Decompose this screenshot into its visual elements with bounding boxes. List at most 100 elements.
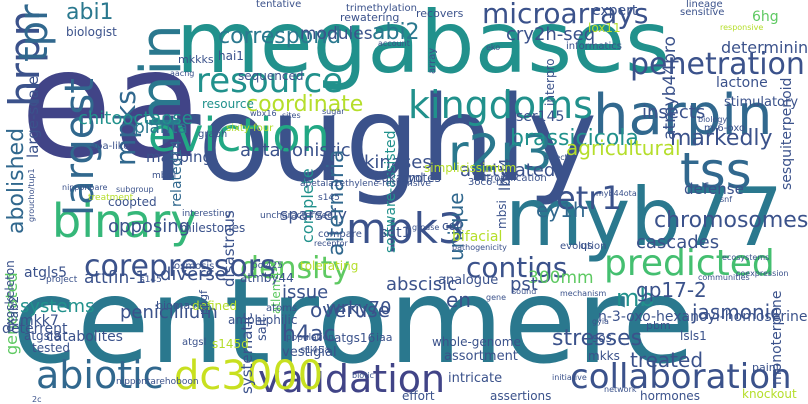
cloud-word: mkkks (178, 53, 214, 66)
cloud-word: sequenced (238, 69, 304, 83)
cloud-word: brassicicola (510, 126, 639, 151)
cloud-word: chromosomes (654, 208, 808, 233)
cloud-word: vestigial (282, 345, 337, 360)
cloud-word: groucho/tup1 (27, 168, 36, 222)
cloud-word: binary (52, 194, 198, 248)
cloud-word: antagonistic (240, 140, 351, 161)
cloud-word: lactone (716, 75, 768, 91)
cloud-word: contigs (466, 251, 568, 284)
cloud-word: biologist (66, 25, 117, 39)
cloud-word: analogue (438, 273, 499, 288)
cloud-word: communities (698, 273, 750, 282)
cloud-word: megabases (176, 0, 670, 93)
cloud-word: simplicissimum (424, 161, 517, 175)
cloud-word: gp17-2 (636, 278, 707, 302)
cloud-word: validation (258, 357, 446, 401)
cloud-word: ey1h (536, 198, 586, 222)
cloud-word: biology (698, 115, 728, 124)
cloud-word: biotic (352, 371, 374, 380)
cloud-word: expert (592, 3, 638, 19)
cloud-word: account (378, 39, 410, 48)
cloud-word: abi1 (66, 0, 114, 25)
cloud-word: tss (680, 142, 752, 200)
cloud-word: ea (20, 18, 205, 192)
cloud-word: penetration (630, 47, 805, 82)
cloud-word: correspond (218, 24, 342, 49)
cloud-word: graph (198, 129, 228, 140)
cloud-word: pathogenicity (452, 243, 507, 252)
cloud-word: 3oc6-hsl (468, 177, 511, 188)
cloud-word: interesting (182, 209, 231, 219)
cloud-word: monoterpene (769, 290, 785, 386)
cloud-word: defined (192, 299, 238, 313)
cloud-word: sesquiterpenoid (779, 77, 795, 190)
cloud-word: resource (196, 61, 344, 101)
cloud-word: ecosystems (722, 253, 770, 262)
cloud-word: gtpase (412, 223, 440, 232)
cloud-word: overuse (310, 298, 390, 322)
cloud-word: evolution (560, 241, 607, 252)
cloud-word: cml (402, 171, 424, 185)
cloud-word: n-3-oxo-hexanoyl-homoserine (598, 309, 808, 325)
cloud-word: coordinate (246, 92, 364, 117)
cloud-word: pst (510, 274, 538, 295)
cloud-word: mb (616, 284, 655, 312)
cloud-word: tentative (256, 0, 302, 10)
cloud-word: markedly (670, 126, 773, 151)
cloud-word: attfin-1 (84, 268, 147, 288)
cloud-word: mapping (146, 148, 213, 166)
cloud-word: m-6-oxo (704, 123, 746, 134)
cloud-word: etr1 (556, 179, 622, 217)
cloud-word: osmosis (174, 261, 215, 272)
cloud-word: wbx16 (250, 109, 277, 118)
cloud-word: kinases (364, 152, 432, 173)
cloud-word: subgroup (116, 185, 154, 194)
cloud-word: population (286, 333, 334, 343)
cloud-word: sound (512, 287, 537, 296)
cloud-word: kingdoms (408, 83, 593, 127)
cloud-word: hai1 (218, 49, 244, 63)
cloud-word: gene (486, 293, 506, 302)
cloud-word: microarrays (482, 0, 649, 30)
cloud-word: sugar (322, 107, 345, 116)
cloud-word: lineage (686, 0, 723, 10)
cloud-word: apetala2ethylene-responsive (300, 179, 431, 189)
cloud-word: mkks (588, 349, 620, 363)
cloud-word: s145d (212, 337, 249, 351)
cloud-word: coopted (108, 195, 157, 209)
cloud-word: tested (32, 341, 71, 355)
cloud-word: cascades (636, 232, 720, 253)
cloud-word: biomass (156, 299, 202, 312)
cloud-word: coexpression (736, 269, 789, 278)
cloud-word: cry2h-seq (506, 24, 596, 45)
cloud-word: eutrophication (474, 173, 547, 184)
cloud-word: qs (580, 239, 593, 252)
cloud-word: mkk7 (20, 313, 59, 329)
cloud-word: agricultural (566, 136, 681, 160)
cloud-word: s145 (318, 193, 340, 203)
cloud-word: recovers (416, 7, 464, 20)
cloud-word: myb44ota (596, 189, 637, 198)
cloud-word: penicillium (120, 302, 218, 323)
cloud-word: snf (720, 195, 733, 204)
cloud-word: lox11 (588, 21, 621, 35)
cloud-word: 6hg (752, 9, 779, 25)
cloud-word: atgsl (182, 337, 207, 348)
cloud-word: eko (486, 43, 501, 52)
cloud-word: lsls1 (680, 329, 707, 343)
cloud-word: deterrent (2, 321, 68, 337)
cloud-word: assertions (490, 389, 552, 403)
cloud-word: abiotic (36, 353, 164, 397)
cloud-word: abscisic (386, 274, 458, 295)
cloud-word: acetylated (460, 160, 556, 181)
cloud-word: compare (318, 229, 362, 240)
cloud-word: 2c (32, 395, 42, 404)
cloud-word: predicted (604, 243, 775, 284)
cloud-word: centromere (12, 252, 695, 390)
cloud-word: sos (592, 331, 612, 345)
cloud-word: collaboration (570, 357, 792, 397)
cloud-word: 300mm (528, 268, 594, 288)
cloud-word: initiative (552, 373, 587, 382)
cloud-word: mpk3 (346, 204, 465, 253)
